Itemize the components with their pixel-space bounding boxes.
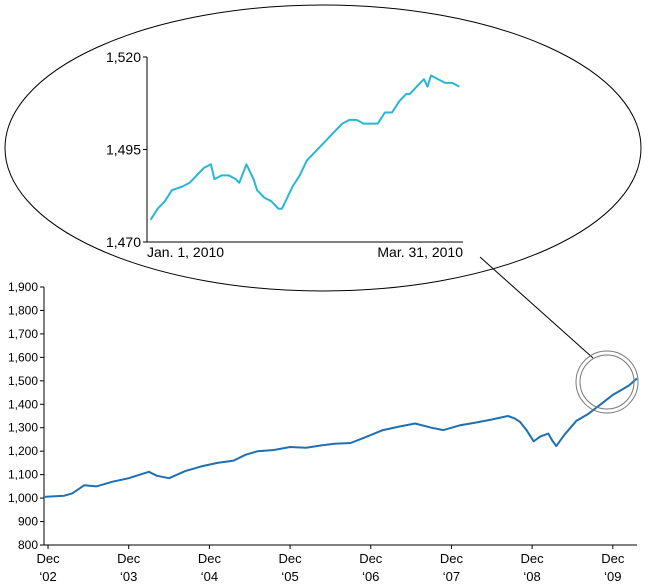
inset-series-line — [151, 76, 460, 220]
inset-y-tick-label: 1,520 — [106, 49, 141, 65]
inset-chart: 1,470 1,495 1,520 Jan. 1, 2010 Mar. 31, 201… — [106, 49, 463, 260]
main-y-tick-label: 1,100 — [8, 468, 38, 482]
main-x-tick-label-month: Dec — [117, 551, 141, 566]
main-y-tick-label: 800 — [18, 538, 38, 552]
main-y-tick-label: 1,500 — [8, 374, 38, 388]
main-y-tick-label: 1,000 — [8, 491, 38, 505]
main-x-tick-label-month: Dec — [359, 551, 383, 566]
main-y-tick-label: 1,700 — [8, 327, 38, 341]
main-x-tick-label-month: Dec — [198, 551, 222, 566]
zoom-ellipse — [5, 5, 641, 291]
main-y-axis-ticks: 800 900 1,000 1,100 1,200 1,300 1,400 1,500 1,60… — [8, 280, 44, 552]
main-y-tick-label: 1,900 — [8, 280, 38, 294]
main-x-tick-label-month: Dec — [601, 551, 625, 566]
inset-x-tick-label: Jan. 1, 2010 — [147, 244, 224, 260]
main-y-tick-label: 1,400 — [8, 397, 38, 411]
main-x-tick-label-year: ‘07 — [443, 569, 460, 584]
inset-y-tick-label: 1,470 — [106, 234, 141, 250]
main-x-tick-label-year: ‘06 — [362, 569, 379, 584]
main-series-line — [44, 379, 637, 497]
main-x-tick-label-year: ‘03 — [120, 569, 137, 584]
main-x-tick-label-month: Dec — [521, 551, 545, 566]
main-x-tick-label-month: Dec — [36, 551, 60, 566]
main-x-tick-label-year: ‘02 — [39, 569, 56, 584]
main-y-tick-label: 900 — [18, 515, 38, 529]
zoom-callout — [5, 5, 641, 413]
main-y-tick-label: 1,600 — [8, 350, 38, 364]
main-x-tick-label-year: ‘05 — [281, 569, 298, 584]
main-y-tick-label: 1,300 — [8, 421, 38, 435]
inset-y-axis-ticks: 1,470 1,495 1,520 — [106, 49, 147, 250]
main-x-tick-label-month: Dec — [279, 551, 303, 566]
zoom-magnifier-outer-ring — [576, 351, 638, 413]
zoom-magnifier-inner-ring — [580, 355, 634, 409]
main-x-tick-label-year: ‘09 — [604, 569, 621, 584]
main-x-tick-label-month: Dec — [440, 551, 464, 566]
inset-y-tick-label: 1,495 — [106, 142, 141, 158]
main-chart: 800 900 1,000 1,100 1,200 1,300 1,400 1,500 1,60… — [8, 280, 637, 584]
inset-x-axis-ticks: Jan. 1, 2010 Mar. 31, 2010 — [147, 244, 463, 260]
main-x-tick-label-year: ‘08 — [523, 569, 540, 584]
zoom-connector-line — [480, 257, 593, 358]
main-x-axis-ticks: Dec ‘02 Dec ‘03 Dec ‘04 Dec ‘05 Dec ‘06 Dec ‘07 Dec ‘… — [36, 545, 624, 584]
main-y-tick-label: 1,200 — [8, 444, 38, 458]
main-x-tick-label-year: ‘04 — [201, 569, 218, 584]
inset-x-tick-label: Mar. 31, 2010 — [377, 244, 463, 260]
main-y-tick-label: 1,800 — [8, 303, 38, 317]
